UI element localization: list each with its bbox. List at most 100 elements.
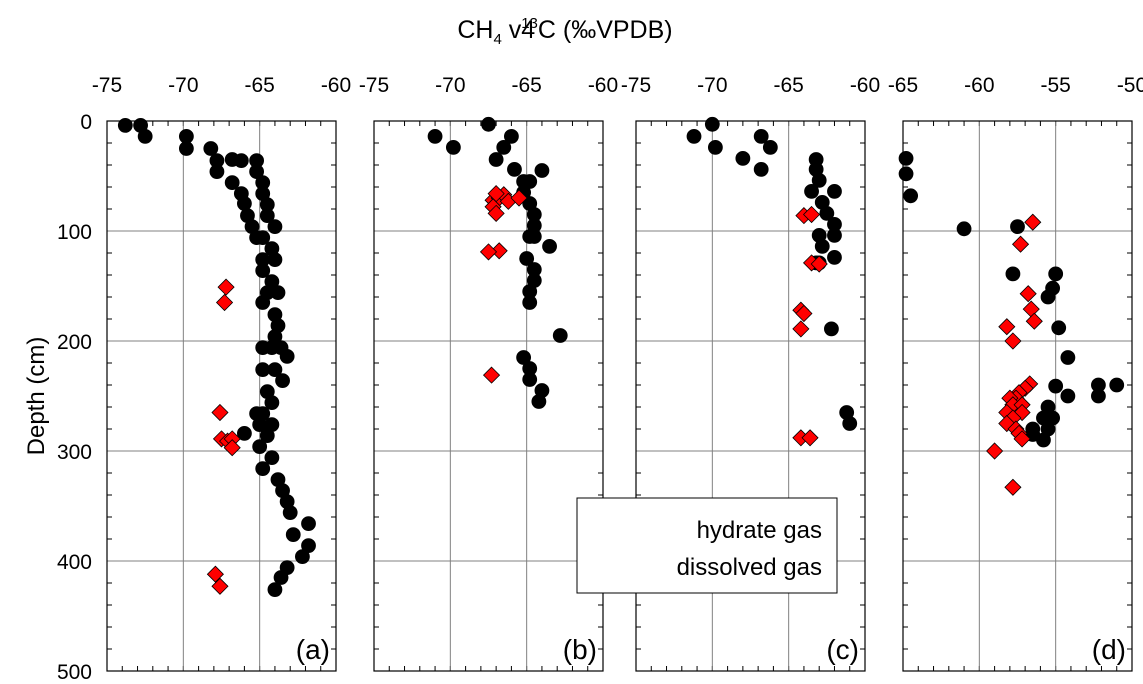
hydrate-gas-point [804, 183, 819, 199]
hydrate-gas-point [903, 188, 919, 204]
hydrate-gas-point [1091, 388, 1106, 404]
panel-1: -75 -70 -65 -60 0 100 200 300 400 500 (a) [57, 74, 351, 684]
panel-frame [902, 120, 1133, 672]
hydrate-gas-point [267, 362, 283, 378]
x-tick-label: -65 [773, 74, 803, 97]
hydrate-gas-point [811, 172, 827, 188]
hydrate-gas-point [496, 139, 512, 155]
hydrate-gas-point [259, 208, 275, 224]
panel-2: -75 -70 -65 -60 (b) [359, 74, 618, 672]
hydrate-gas-point [824, 321, 839, 337]
x-tick-label: -60 [321, 74, 351, 97]
hydrate-gas-point [209, 153, 225, 169]
x-tick-label: -65 [244, 74, 274, 97]
hydrate-gas-point [1109, 377, 1125, 393]
panel-frame [106, 120, 337, 672]
hydrate-gas-point [507, 161, 522, 177]
panel-label: (d) [1092, 634, 1126, 665]
y-tick-label: 200 [57, 331, 92, 354]
dissolved-gas-point [1004, 478, 1022, 496]
x-tick-label: -60 [588, 74, 618, 97]
hydrate-gas-point [275, 373, 290, 389]
x-tick-label: -55 [1040, 74, 1070, 97]
hydrate-gas-point [236, 425, 252, 441]
hydrate-gas-point [255, 175, 271, 191]
hydrate-gas-point [273, 570, 289, 585]
panel-label: (b) [563, 634, 597, 665]
x-tick-label: -75 [621, 74, 651, 97]
hydrate-gas-point [137, 128, 153, 144]
hydrate-gas-point [301, 516, 316, 531]
hydrate-gas-point [522, 372, 538, 387]
panel-label: (a) [296, 634, 330, 665]
hydrate-gas-point [249, 406, 265, 422]
panels: -75 -70 -65 -60 0 100 200 300 400 500 (a) -75 -70 -65… [57, 74, 1143, 684]
hydrate-gas-point [898, 150, 914, 166]
legend-box [576, 497, 838, 594]
hydrate-gas-point [1010, 219, 1025, 235]
hydrate-gas-point [842, 416, 858, 431]
x-tick-label: -75 [359, 74, 389, 97]
dissolved-gas-point [986, 442, 1004, 460]
hydrate-gas-point [445, 139, 461, 155]
dissolved-gas-point [1019, 285, 1037, 303]
chart-title: CH4 v413C (‰VPDB) [457, 15, 672, 48]
dissolved-gas-point [810, 255, 828, 273]
hydrate-gas-point [279, 348, 295, 364]
hydrate-gas-point [267, 582, 283, 597]
legend-entry-hydrate: hydrate gas [697, 517, 822, 544]
dissolved-gas-point [792, 320, 810, 338]
dissolved-gas-point [801, 429, 819, 447]
x-tick-label: -65 [511, 74, 541, 97]
hydrate-gas-point [735, 150, 751, 166]
panel-4: -65 -60 -55 -50 (d) [888, 74, 1143, 672]
hydrate-gas-point [1005, 266, 1021, 282]
hydrate-gas-point [178, 141, 194, 156]
x-tick-label: -60 [964, 74, 994, 97]
dissolved-gas-point [510, 189, 528, 207]
dissolved-gas-point [1022, 300, 1040, 318]
hydrate-gas-point [255, 295, 271, 310]
x-tick-label: -75 [92, 74, 122, 97]
dissolved-gas-point [1013, 430, 1031, 448]
panel-label: (c) [826, 634, 859, 665]
hydrate-gas-point [1051, 320, 1067, 336]
hydrate-gas-point [531, 394, 547, 409]
hydrate-gas-point [1060, 388, 1076, 404]
dissolved-gas-point [223, 439, 241, 457]
x-tick-label: -70 [168, 74, 198, 97]
dissolved-gas-point [1011, 235, 1030, 253]
legend: hydrate gas dissolved gas [576, 497, 838, 594]
hydrate-gas-point [285, 527, 301, 542]
hydrate-gas-point [526, 229, 542, 244]
y-tick-label: 300 [57, 441, 92, 464]
hydrate-gas-point [259, 428, 275, 444]
hydrate-gas-point [203, 141, 219, 156]
dissolved-gas-point [1024, 213, 1042, 231]
dissolved-gas-point [998, 318, 1016, 336]
dissolved-gas-point [482, 366, 501, 384]
hydrate-gas-point [503, 128, 519, 144]
hydrate-gas-point [1060, 350, 1076, 365]
dissolved-gas-point [1025, 312, 1043, 330]
hydrate-gas-point [898, 166, 914, 182]
hydrate-gas-point [282, 505, 298, 520]
hydrate-gas-point [1048, 266, 1064, 282]
hydrate-gas-point [264, 395, 280, 411]
x-tick-label: -65 [888, 74, 918, 97]
x-tick-label: -60 [850, 74, 880, 97]
x-tick-label: -70 [697, 74, 727, 97]
dissolved-gas-point [795, 304, 813, 323]
x-tick-label: -70 [435, 74, 465, 97]
hydrate-gas-point [519, 251, 535, 266]
dissolved-gas-point [211, 403, 229, 422]
hydrate-gas-point [827, 227, 842, 243]
hydrate-gas-point [814, 238, 830, 254]
hydrate-gas-point [255, 461, 271, 477]
panel-3: -75 -70 -65 -60 (c) [621, 74, 880, 672]
panel-frame [635, 120, 866, 672]
dissolved-gas-point [490, 242, 508, 260]
hydrate-gas-point [753, 128, 769, 144]
hydrate-gas-point [819, 205, 835, 221]
